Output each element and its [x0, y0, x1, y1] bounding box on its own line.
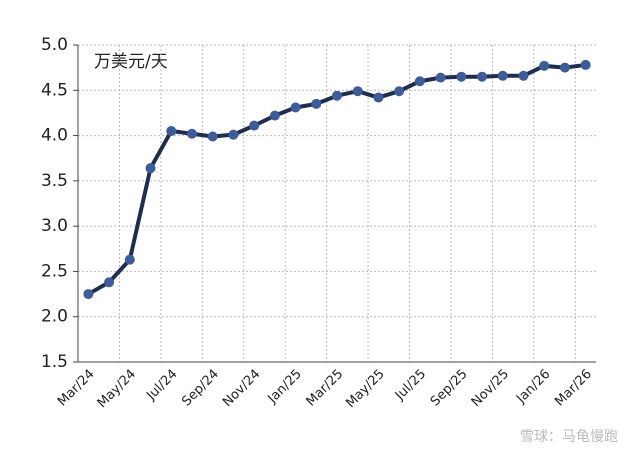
point-marker — [145, 163, 156, 174]
x-tick-label: Sep/24 — [179, 367, 222, 410]
x-tick-label: Jan/26 — [513, 367, 553, 407]
point-marker — [124, 254, 135, 265]
point-marker — [497, 70, 508, 81]
point-marker — [207, 131, 218, 142]
x-tick-label: Mar/25 — [304, 367, 347, 410]
point-marker — [518, 70, 529, 81]
point-marker — [290, 102, 301, 113]
y-tick-label: 4.5 — [41, 80, 68, 100]
x-tick-label: Jul/25 — [392, 367, 429, 404]
x-tick-label: May/25 — [343, 367, 387, 411]
x-tick-label: Nov/25 — [469, 367, 512, 410]
point-marker — [414, 76, 425, 87]
point-marker — [456, 71, 467, 82]
point-marker — [311, 98, 322, 109]
y-tick-label: 2.0 — [41, 307, 68, 327]
point-marker — [580, 59, 591, 70]
point-marker — [166, 126, 177, 137]
point-marker — [332, 90, 342, 101]
point-marker — [394, 86, 405, 97]
point-marker — [435, 72, 446, 83]
watermark: 雪球：马龟慢跑 — [520, 428, 618, 445]
y-tick-label: 1.5 — [41, 352, 68, 372]
x-tick-label: Sep/25 — [428, 367, 471, 410]
y-tick-label: 2.5 — [41, 261, 68, 281]
point-marker — [539, 60, 550, 71]
point-marker — [559, 62, 570, 73]
y-tick-label: 3.5 — [41, 171, 68, 191]
point-marker — [104, 277, 115, 288]
unit-annotation: 万美元/天 — [94, 52, 168, 72]
x-tick-label: Mar/24 — [55, 367, 98, 410]
point-marker — [352, 86, 363, 97]
point-marker — [269, 110, 280, 121]
y-tick-label: 3.0 — [41, 216, 68, 236]
y-tick-label: 4.0 — [41, 126, 68, 146]
x-tick-label: Nov/24 — [220, 367, 263, 410]
point-marker — [373, 92, 384, 103]
point-marker — [477, 71, 488, 82]
x-tick-label: Jul/24 — [143, 367, 180, 404]
y-tick-label: 5.0 — [41, 35, 68, 55]
x-tick-label: May/24 — [95, 367, 139, 411]
x-tick-label: Jan/25 — [265, 367, 305, 407]
x-tick-label: Mar/26 — [552, 367, 595, 410]
point-marker — [186, 128, 197, 139]
point-marker — [83, 289, 94, 300]
point-marker — [228, 129, 239, 140]
point-marker — [249, 120, 260, 131]
